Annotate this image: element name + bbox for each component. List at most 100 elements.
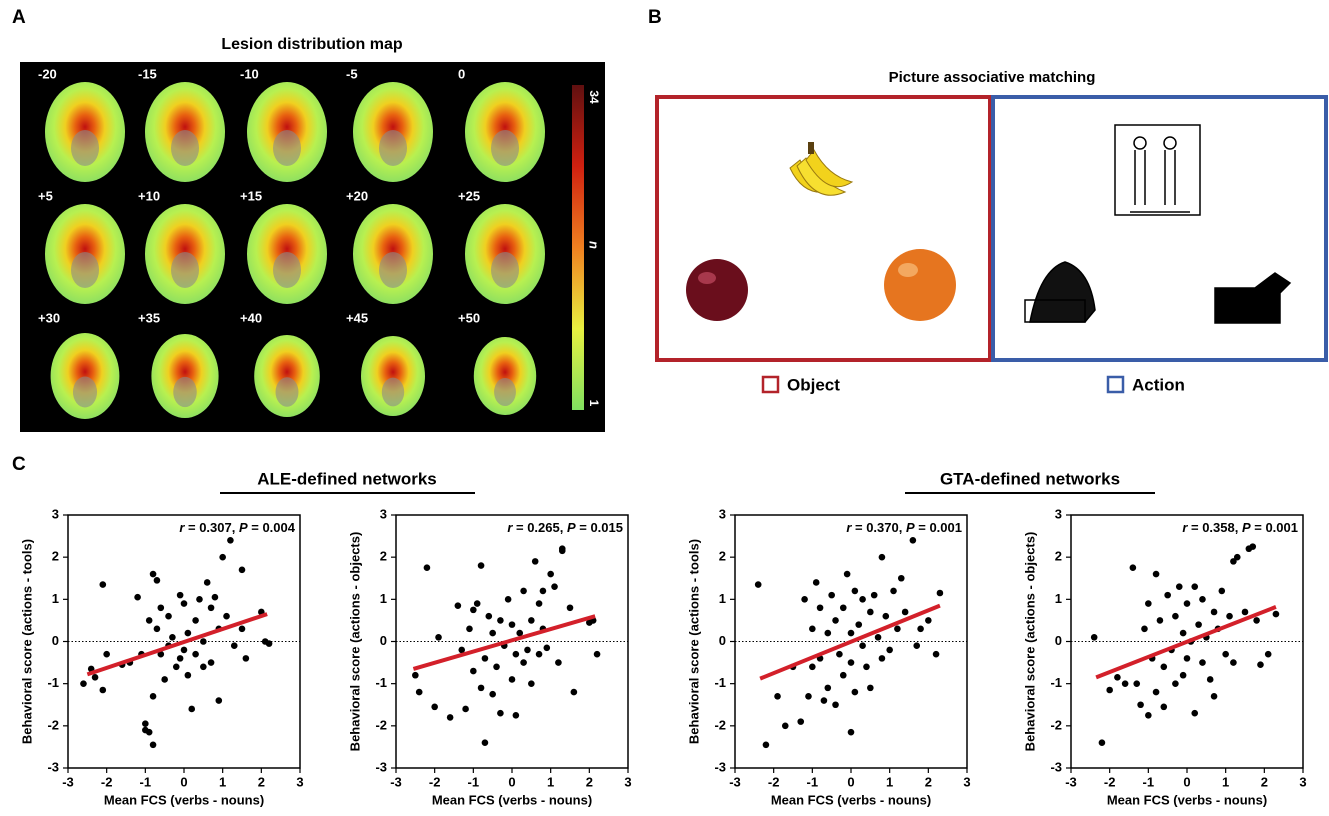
data-point: [1207, 676, 1214, 683]
data-point: [933, 651, 940, 658]
data-point: [470, 668, 477, 675]
y-tick-label: 3: [1055, 506, 1062, 521]
data-point: [509, 676, 516, 683]
data-point: [547, 571, 554, 578]
data-point: [1242, 609, 1249, 616]
data-point: [1211, 609, 1218, 616]
data-point: [1176, 583, 1183, 590]
data-point: [1145, 600, 1152, 607]
data-point: [1234, 554, 1241, 561]
data-point: [158, 604, 165, 611]
y-tick-label: 0: [719, 633, 726, 648]
data-point: [100, 687, 107, 694]
data-point: [243, 655, 250, 662]
x-tick-label: 2: [258, 774, 265, 789]
y-tick-label: 3: [380, 506, 387, 521]
brain-tissue: [171, 252, 199, 288]
y-tick-label: -3: [375, 759, 387, 774]
data-point: [216, 697, 223, 704]
data-point: [867, 609, 874, 616]
data-point: [1253, 617, 1260, 624]
data-point: [540, 588, 547, 595]
x-tick-label: -2: [1104, 774, 1116, 789]
data-point: [154, 626, 161, 633]
x-tick-label: -2: [429, 774, 441, 789]
y-tick-label: -1: [1050, 675, 1062, 690]
y-tick-label: 2: [380, 549, 387, 564]
x-tick-label: 1: [1222, 774, 1229, 789]
data-point: [1265, 651, 1272, 658]
annotation-part: = 0.307,: [184, 520, 239, 535]
legend-swatch: [763, 377, 778, 392]
y-tick-label: 3: [52, 506, 59, 521]
data-point: [435, 634, 442, 641]
data-point: [1157, 617, 1164, 624]
data-point: [200, 664, 207, 671]
slice-label: +35: [138, 310, 160, 325]
slice-label: -10: [240, 66, 259, 81]
data-point: [1180, 630, 1187, 637]
data-point: [489, 630, 496, 637]
data-point: [424, 564, 431, 571]
y-tick-label: 2: [52, 549, 59, 564]
data-point: [1137, 701, 1144, 708]
colorbar-label: n: [587, 241, 602, 249]
slice-label: -5: [346, 66, 358, 81]
data-point: [513, 712, 520, 719]
data-point: [848, 630, 855, 637]
annotation-part: = 0.358,: [1187, 520, 1242, 535]
annotation-part: P: [1242, 520, 1251, 535]
x-tick-label: -3: [390, 774, 402, 789]
y-tick-label: -3: [714, 759, 726, 774]
brain-tissue: [379, 252, 407, 288]
action-pictures: [1025, 125, 1290, 323]
data-point: [204, 579, 211, 586]
data-point: [165, 613, 172, 620]
annotation-part: = 0.015: [576, 520, 623, 535]
data-point: [231, 642, 238, 649]
data-point: [1106, 687, 1113, 694]
data-point: [219, 554, 226, 561]
data-point: [852, 689, 859, 696]
data-point: [813, 579, 820, 586]
data-point: [536, 600, 543, 607]
fit-line: [413, 616, 595, 669]
colorbar-min: 1: [587, 400, 601, 407]
brain-tissue: [73, 377, 97, 408]
data-point: [1184, 600, 1191, 607]
data-point: [1133, 680, 1140, 687]
data-point: [266, 640, 273, 647]
x-tick-label: 1: [547, 774, 554, 789]
x-tick-label: 0: [847, 774, 854, 789]
colorbar-max: 34: [587, 90, 601, 104]
y-tick-label: 1: [380, 591, 387, 606]
annotation-part: = 0.370,: [851, 520, 906, 535]
brain-tissue: [491, 252, 519, 288]
data-point: [1161, 664, 1168, 671]
data-point: [150, 693, 157, 700]
brain-tissue: [173, 377, 197, 407]
data-point: [103, 651, 110, 658]
x-tick-label: 0: [508, 774, 515, 789]
data-point: [509, 621, 516, 628]
panel-label: C: [12, 454, 26, 475]
data-point: [1226, 613, 1233, 620]
slice-label: +15: [240, 188, 262, 203]
data-point: [489, 691, 496, 698]
data-point: [181, 647, 188, 654]
data-point: [886, 647, 893, 654]
data-point: [177, 592, 184, 599]
data-point: [1273, 611, 1280, 618]
data-point: [817, 604, 824, 611]
x-axis-label: Mean FCS (verbs - nouns): [104, 792, 264, 807]
brain-tissue: [71, 252, 99, 288]
data-point: [528, 680, 535, 687]
slice-label: +25: [458, 188, 480, 203]
data-point: [185, 630, 192, 637]
data-point: [571, 689, 578, 696]
x-tick-label: -1: [807, 774, 819, 789]
data-point: [917, 626, 924, 633]
data-point: [774, 693, 781, 700]
data-point: [1161, 704, 1168, 711]
annotation-part: P: [906, 520, 915, 535]
